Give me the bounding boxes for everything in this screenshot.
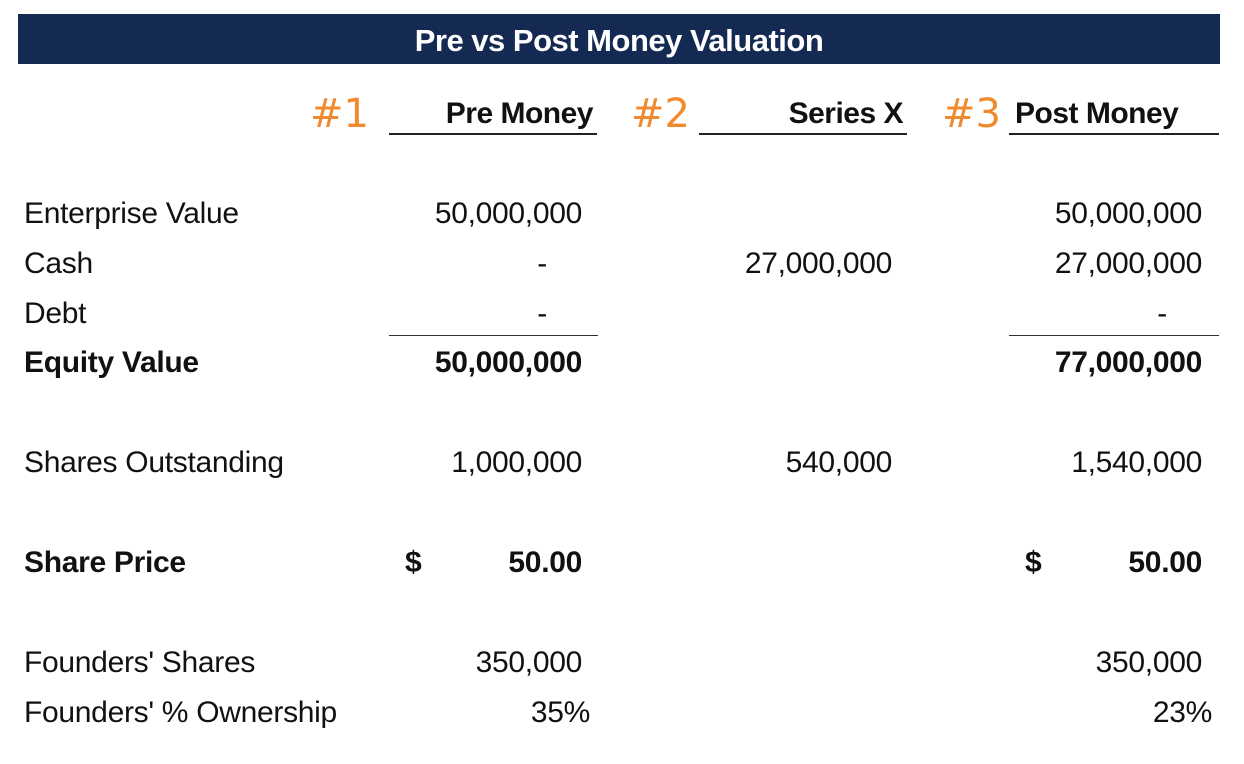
step-marker-2: #2 [631,91,690,137]
cell-enterprise-value-post: 50,000,000 [1054,197,1202,230]
column-header-post-money: Post Money [1009,93,1219,135]
row-label-share-price: Share Price [24,546,186,579]
column-header-pre-money: Pre Money [389,93,597,135]
currency-symbol-post: $ [1025,546,1042,579]
cell-founders-ownership-pre: 35% [530,696,590,729]
cell-enterprise-value-pre: 50,000,000 [434,197,582,230]
row-label-debt: Debt [24,297,87,330]
cell-founders-shares-pre: 350,000 [475,646,583,679]
cell-debt-pre: - [537,297,547,330]
row-label-founders-shares: Founders' Shares [24,646,256,679]
cell-shares-outstanding-series: 540,000 [785,446,893,479]
row-label-shares-outstanding: Shares Outstanding [24,446,284,479]
cell-shares-outstanding-pre: 1,000,000 [451,446,582,479]
cell-cash-post: 27,000,000 [1054,247,1202,280]
cell-cash-series: 27,000,000 [744,247,892,280]
cell-equity-value-post: 77,000,000 [1054,346,1202,379]
currency-symbol-pre: $ [405,546,422,579]
subtotal-rule-post [1009,335,1219,336]
step-marker-1: #1 [310,91,369,137]
column-header-series-x: Series X [699,93,907,135]
cell-founders-ownership-post: 23% [1152,696,1212,729]
cell-shares-outstanding-post: 1,540,000 [1071,446,1202,479]
cell-share-price-post: 50.00 [1128,546,1202,579]
table-title: Pre vs Post Money Valuation [18,14,1220,64]
row-label-founders-ownership: Founders' % Ownership [24,696,337,729]
row-label-cash: Cash [24,247,93,280]
row-label-enterprise-value: Enterprise Value [24,197,239,230]
cell-cash-pre: - [537,247,547,280]
cell-debt-post: - [1157,297,1167,330]
step-marker-3: #3 [942,91,1001,137]
row-label-equity-value: Equity Value [24,346,199,379]
subtotal-rule-pre [389,335,598,336]
cell-founders-shares-post: 350,000 [1095,646,1203,679]
cell-share-price-pre: 50.00 [508,546,582,579]
cell-equity-value-pre: 50,000,000 [434,346,582,379]
